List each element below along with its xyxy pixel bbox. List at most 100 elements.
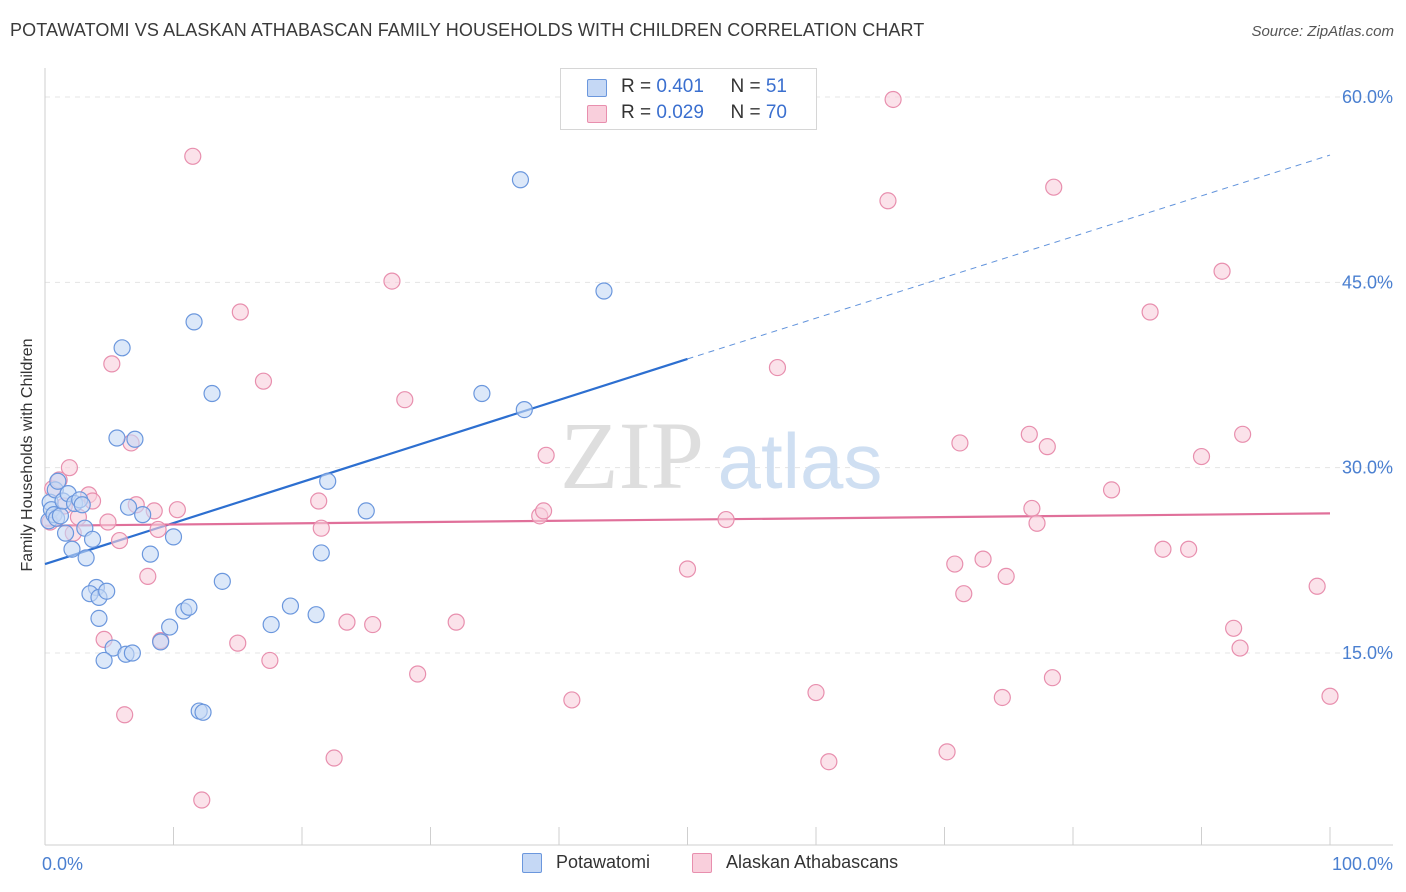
legend-n-label: N = bbox=[730, 102, 766, 123]
potawatomi-point bbox=[83, 530, 102, 548]
potawatomi-point bbox=[51, 507, 70, 525]
alaskan-athabascans-point bbox=[1154, 540, 1172, 558]
potawatomi-point bbox=[108, 429, 126, 447]
alaskan-athabascans-point bbox=[946, 555, 964, 573]
potawatomi-point bbox=[473, 384, 491, 403]
alaskan-athabascans-point bbox=[116, 706, 134, 724]
alaskan-athabascans-point bbox=[261, 651, 279, 670]
potawatomi-point bbox=[152, 633, 170, 651]
alaskan-athabascans-point bbox=[60, 459, 79, 477]
potawatomi-point bbox=[119, 498, 138, 516]
alaskan-athabascans-point bbox=[149, 520, 167, 539]
legend-r-value: 0.029 bbox=[656, 102, 704, 123]
legend-r-label: R = bbox=[621, 76, 657, 97]
alaskan-athabascans-point bbox=[997, 567, 1015, 585]
potawatomi-point bbox=[203, 384, 221, 403]
bottom-legend-swatch-pink bbox=[692, 853, 712, 873]
alaskan-athabascans-point bbox=[537, 446, 555, 464]
alaskan-athabascans-point bbox=[231, 303, 249, 321]
y-tick-label: 15.0% bbox=[1342, 643, 1393, 663]
alaskan-athabascans-point bbox=[1308, 577, 1326, 595]
alaskan-athabascans-point bbox=[807, 683, 825, 702]
watermark: ZIP atlas bbox=[560, 402, 882, 509]
alaskan-athabascans-point bbox=[534, 502, 553, 520]
potawatomi-point bbox=[185, 313, 203, 331]
alaskan-athabascans-point bbox=[254, 372, 273, 390]
alaskan-athabascans-point bbox=[312, 519, 330, 537]
stats-legend: R = 0.401 N = 51 R = 0.029 N = 70 bbox=[560, 68, 817, 130]
alaskan-athabascans-point bbox=[383, 272, 401, 290]
potawatomi-point bbox=[262, 615, 280, 634]
alaskan-athabascans-point bbox=[884, 90, 902, 109]
potawatomi-point bbox=[90, 609, 108, 628]
potawatomi-point bbox=[319, 472, 337, 490]
alaskan-athabascans-point bbox=[99, 513, 117, 531]
alaskan-athabascans-point bbox=[955, 585, 973, 603]
alaskan-athabascans-point bbox=[1225, 619, 1243, 637]
potawatomi-point bbox=[164, 528, 183, 546]
legend-swatch-pink bbox=[587, 105, 607, 123]
potawatomi-point bbox=[95, 651, 113, 670]
alaskan-athabascans-point bbox=[993, 688, 1011, 707]
legend-n-value: 70 bbox=[765, 102, 787, 123]
tick-labels: 15.0% 30.0% 45.0% 60.0% 0.0% 100.0% bbox=[42, 87, 1393, 874]
alaskan-athabascans-point bbox=[879, 192, 897, 210]
x-tick-label-max: 100.0% bbox=[1332, 854, 1393, 874]
legend-swatch-blue bbox=[587, 79, 607, 97]
y-tick-label: 60.0% bbox=[1342, 87, 1393, 107]
potawatomi-point bbox=[312, 544, 330, 562]
potawatomi-point bbox=[213, 572, 231, 590]
alaskan-athabascans-point bbox=[974, 550, 992, 568]
potawatomi-point bbox=[56, 524, 75, 542]
alaskan-athabascans-point bbox=[563, 691, 581, 709]
potawatomi-point bbox=[77, 549, 95, 567]
alaskan-athabascans-point bbox=[1213, 262, 1231, 280]
watermark-atlas: atlas bbox=[718, 417, 883, 505]
potawatomi-point bbox=[515, 400, 533, 419]
potawatomi-point bbox=[49, 472, 67, 490]
alaskan-athabascans-point bbox=[103, 355, 121, 373]
alaskan-athabascans-point bbox=[938, 743, 956, 761]
bottom-legend-label: Alaskan Athabascans bbox=[726, 852, 899, 872]
alaskan-athabascans-point bbox=[184, 147, 202, 165]
chart-title: POTAWATOMI VS ALASKAN ATHABASCAN FAMILY … bbox=[10, 20, 925, 40]
alaskan-athabascans-point bbox=[1043, 669, 1062, 687]
alaskan-athabascans-point bbox=[1028, 514, 1046, 532]
potawatomi-point bbox=[63, 540, 81, 558]
alaskan-athabascans-point bbox=[1102, 481, 1121, 499]
alaskan-athabascans-point bbox=[1192, 447, 1211, 466]
axes bbox=[44, 68, 1393, 846]
alaskan-athabascans-point bbox=[951, 434, 969, 452]
alaskan-athabascans-point bbox=[409, 665, 427, 683]
alaskan-athabascans-point bbox=[310, 492, 328, 510]
alaskan-athabascans-point bbox=[717, 510, 735, 529]
potawatomi-point bbox=[194, 703, 212, 721]
potawatomi-point bbox=[123, 644, 141, 662]
legend-r-value: 0.401 bbox=[656, 76, 704, 97]
potawatomi-point bbox=[98, 582, 116, 600]
data-points bbox=[40, 90, 1339, 809]
alaskan-athabascans-point bbox=[229, 634, 247, 652]
potawatomi-point bbox=[180, 598, 198, 616]
alaskan-athabascans-point bbox=[1038, 438, 1056, 456]
potawatomi-point bbox=[281, 597, 300, 615]
alaskan-athabascans-point bbox=[139, 567, 157, 585]
potawatomi-point bbox=[161, 618, 179, 636]
potawatomi-point bbox=[357, 502, 375, 520]
potawatomi-point bbox=[595, 282, 613, 300]
potawatomi-point bbox=[73, 496, 91, 514]
alaskan-athabascans-point bbox=[1141, 303, 1159, 321]
y-tick-label: 45.0% bbox=[1342, 272, 1393, 292]
alaskan-athabascans-point bbox=[768, 358, 787, 377]
alaskan-athabascans-point bbox=[1023, 499, 1041, 518]
potawatomi-point bbox=[307, 606, 325, 624]
legend-n-value: 51 bbox=[765, 76, 787, 97]
potawatomi-point bbox=[126, 430, 144, 448]
bottom-legend-swatch-blue bbox=[522, 853, 542, 873]
alaskan-athabascans-point bbox=[1321, 687, 1339, 705]
alaskan-athabascans-point bbox=[1180, 540, 1198, 558]
alaskan-athabascans-point bbox=[1045, 178, 1063, 196]
alaskan-athabascans-point bbox=[447, 613, 465, 631]
potawatomi-point bbox=[134, 506, 152, 524]
